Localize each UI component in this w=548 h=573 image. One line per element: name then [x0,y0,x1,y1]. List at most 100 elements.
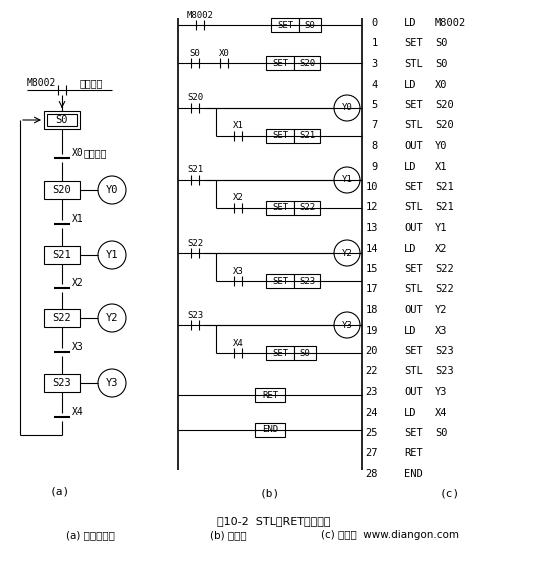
Text: SET: SET [272,58,288,68]
Text: 25: 25 [366,428,378,438]
Text: X0: X0 [219,49,230,57]
Text: S21: S21 [187,166,203,175]
Circle shape [334,312,360,338]
Text: Y0: Y0 [106,185,118,195]
Bar [294,129,320,143]
Text: 12: 12 [366,202,378,213]
Text: S22: S22 [435,264,454,274]
Text: S0: S0 [435,428,448,438]
Text: OUT: OUT [404,141,423,151]
Circle shape [98,241,126,269]
Text: S23: S23 [187,311,203,320]
Text: 4: 4 [372,80,378,89]
Bar [44,111,80,129]
Text: Y3: Y3 [106,378,118,388]
Text: (c): (c) [440,488,460,498]
Bar [266,274,294,288]
Text: OUT: OUT [404,223,423,233]
Text: S21: S21 [435,202,454,213]
Text: RET: RET [262,391,278,399]
Text: X3: X3 [72,342,84,352]
Text: STL: STL [404,120,423,131]
Text: 0: 0 [372,18,378,28]
Text: END: END [262,426,278,434]
Text: 24: 24 [366,407,378,418]
Text: 13: 13 [366,223,378,233]
Text: LD: LD [404,80,416,89]
Text: LD: LD [404,325,416,336]
Text: Y0: Y0 [341,104,352,112]
Text: S0: S0 [190,49,201,57]
Text: 15: 15 [366,264,378,274]
Text: 1: 1 [372,38,378,49]
Text: SET: SET [404,346,423,356]
Bar [294,274,320,288]
Text: Y3: Y3 [341,320,352,329]
Text: S21: S21 [299,131,315,140]
Text: Y3: Y3 [435,387,448,397]
Circle shape [98,176,126,204]
Circle shape [98,369,126,397]
Bar [266,201,294,215]
Bar [266,56,294,70]
Text: 8: 8 [372,141,378,151]
Text: LD: LD [404,162,416,171]
Text: S0: S0 [435,38,448,49]
Text: SET: SET [272,203,288,213]
Text: LD: LD [404,244,416,253]
Text: 7: 7 [372,120,378,131]
Bar [44,246,80,264]
Bar [255,423,285,437]
Text: S20: S20 [435,120,454,131]
Text: S23: S23 [53,378,71,388]
Text: Y0: Y0 [435,141,448,151]
Text: S20: S20 [53,185,71,195]
Text: Y2: Y2 [341,249,352,257]
Text: X0: X0 [72,148,84,158]
Circle shape [334,240,360,266]
Text: S20: S20 [187,93,203,103]
Circle shape [334,95,360,121]
Text: OUT: OUT [404,305,423,315]
Text: SET: SET [272,348,288,358]
Text: M8002: M8002 [435,18,466,28]
Bar [294,346,316,360]
Text: Y1: Y1 [341,175,352,185]
Text: (a): (a) [50,487,70,497]
Text: X1: X1 [435,162,448,171]
Bar [44,374,80,392]
Text: 14: 14 [366,244,378,253]
Text: 9: 9 [372,162,378,171]
Text: X3: X3 [435,325,448,336]
Text: SET: SET [277,21,293,29]
Bar [294,201,320,215]
Text: SET: SET [272,131,288,140]
Text: S23: S23 [299,277,315,285]
Text: END: END [404,469,423,479]
Text: S22: S22 [53,313,71,323]
Text: LD: LD [404,18,416,28]
Text: S22: S22 [435,285,454,295]
Text: (c) 语句表  www.diangon.com: (c) 语句表 www.diangon.com [321,530,459,540]
Bar [299,18,321,32]
Text: 初始脉冲: 初始脉冲 [80,78,104,88]
Text: S20: S20 [435,100,454,110]
Circle shape [98,304,126,332]
Text: STL: STL [404,202,423,213]
Text: X4: X4 [72,407,84,417]
Text: X1: X1 [232,121,243,131]
Text: 20: 20 [366,346,378,356]
Text: 27: 27 [366,449,378,458]
Text: 28: 28 [366,469,378,479]
Text: S21: S21 [53,250,71,260]
Text: 启动按钮: 启动按钮 [84,148,107,158]
Text: 3: 3 [372,59,378,69]
Text: X4: X4 [435,407,448,418]
Text: X0: X0 [435,80,448,89]
Text: 5: 5 [372,100,378,110]
Text: SET: SET [404,38,423,49]
Text: 17: 17 [366,285,378,295]
Text: 23: 23 [366,387,378,397]
Text: S22: S22 [187,238,203,248]
Bar [266,346,294,360]
